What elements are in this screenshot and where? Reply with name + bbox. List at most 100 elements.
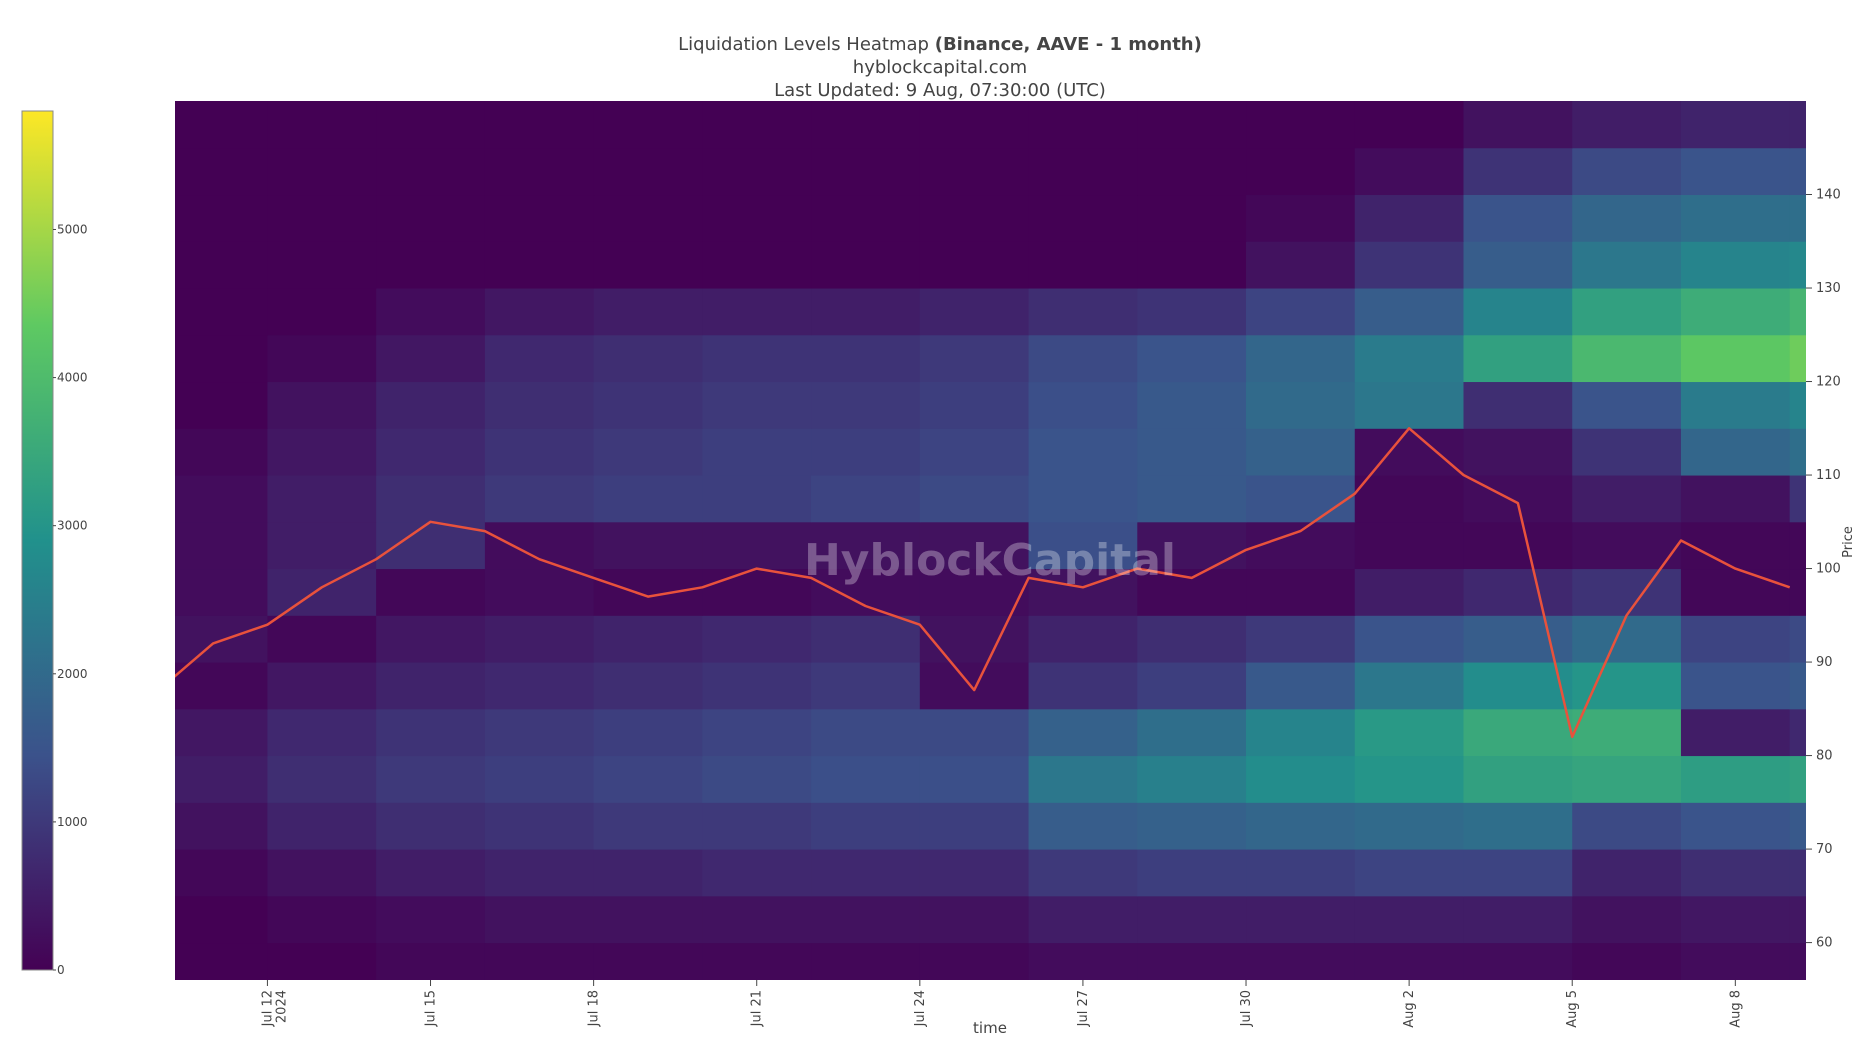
heat-cell	[1028, 849, 1138, 897]
heat-cell	[1137, 101, 1247, 149]
heat-cell	[1680, 288, 1791, 336]
heat-cell	[1246, 802, 1356, 850]
heat-cell	[811, 568, 921, 616]
heat-cell	[919, 101, 1030, 149]
heat-cell	[1572, 755, 1682, 803]
heat-cell	[1572, 802, 1682, 850]
heat-cell	[1680, 755, 1791, 803]
y-tick-label: 120	[1816, 375, 1841, 390]
heat-cell	[175, 755, 268, 803]
heat-cell	[484, 708, 595, 757]
heat-cell	[1789, 942, 1806, 980]
chart-title: Liquidation Levels Heatmap (Binance, AAV…	[678, 34, 1202, 55]
heat-cell	[811, 288, 921, 336]
heat-cell	[484, 942, 595, 980]
heat-cell	[811, 942, 921, 980]
updated-text: Last Updated: 9 Aug, 07:30:00 (UTC)	[774, 80, 1106, 101]
heat-cell	[1137, 895, 1247, 944]
x-tick-label: Jul 12	[260, 990, 275, 1027]
heat-cell	[1572, 521, 1682, 570]
heat-cell	[1572, 475, 1682, 523]
heat-cell	[1463, 802, 1573, 850]
heat-cell	[1354, 194, 1464, 242]
heat-cell	[702, 755, 812, 803]
y-tick-label: 60	[1816, 936, 1833, 951]
heat-cell	[1463, 381, 1573, 429]
x-tick-label: Jul 27	[1076, 990, 1091, 1027]
heat-cell	[593, 241, 703, 289]
heat-cell	[1572, 615, 1682, 663]
heat-cell	[1028, 381, 1138, 429]
heat-cell	[593, 194, 703, 242]
heat-cell	[1354, 802, 1464, 850]
heat-cell	[593, 428, 703, 476]
heat-cell	[1572, 381, 1682, 429]
heat-cell	[919, 194, 1030, 242]
heat-cell	[1680, 662, 1791, 710]
heat-cell	[175, 288, 268, 336]
heat-cell	[267, 662, 377, 710]
heat-cell	[702, 849, 812, 897]
heat-cell	[1680, 241, 1791, 289]
colorbar-tick-label: 2000	[57, 667, 88, 681]
heat-cell	[1680, 101, 1791, 149]
heat-cell	[175, 194, 268, 242]
colorbar-tick-label: 0	[57, 963, 65, 977]
price-layer	[175, 427, 1791, 739]
watermark: HyblockCapital	[804, 535, 1176, 586]
heat-cell	[1137, 194, 1247, 242]
heat-cell	[1680, 802, 1791, 850]
heat-cell	[484, 288, 595, 336]
heat-cell	[593, 755, 703, 803]
heat-cell	[593, 662, 703, 710]
heat-cell	[1572, 708, 1682, 757]
heat-cell	[1354, 334, 1464, 383]
heat-cell	[919, 895, 1030, 944]
heat-cell	[1789, 849, 1806, 897]
heat-cell	[484, 615, 595, 663]
heat-cell	[702, 521, 812, 570]
heat-cell	[593, 381, 703, 429]
heat-cell	[1680, 381, 1791, 429]
heat-cell	[702, 708, 812, 757]
heat-cell	[175, 895, 268, 944]
heat-cell	[1354, 147, 1464, 196]
heat-cell	[376, 895, 486, 944]
heat-cell	[1246, 334, 1356, 383]
heat-cell	[593, 147, 703, 196]
heat-cell	[702, 101, 812, 149]
heat-cell	[1246, 147, 1356, 196]
heat-cell	[1354, 428, 1464, 476]
y-tick-label: 110	[1816, 468, 1841, 483]
y-tick-label: 90	[1816, 655, 1833, 670]
heat-cell	[376, 288, 486, 336]
heat-cell	[1789, 895, 1806, 944]
heat-cell	[1137, 755, 1247, 803]
heat-cell	[1463, 942, 1573, 980]
heat-cell	[267, 568, 377, 616]
colorbar	[21, 110, 54, 971]
heat-cell	[175, 615, 268, 663]
heat-cell	[1463, 101, 1573, 149]
heat-cell	[1354, 101, 1464, 149]
x-tick-label: Aug 2	[1402, 990, 1417, 1028]
heat-cell	[1789, 521, 1806, 570]
heat-cell	[1246, 708, 1356, 757]
heat-cell	[1789, 662, 1806, 710]
heat-cell	[811, 194, 921, 242]
heat-cell	[702, 334, 812, 383]
heat-cell	[1137, 334, 1247, 383]
heat-cell	[1028, 101, 1138, 149]
heat-cell	[175, 568, 268, 616]
heat-cell	[1680, 194, 1791, 242]
x-tick-label: Jul 24	[913, 990, 928, 1027]
heat-cell	[1137, 708, 1247, 757]
heat-cell	[1028, 615, 1138, 663]
heat-cell	[484, 381, 595, 429]
heat-cell	[1137, 849, 1247, 897]
heat-cell	[811, 708, 921, 757]
y-tick-label: 100	[1816, 562, 1841, 577]
heat-cell	[484, 802, 595, 850]
heat-cell	[593, 521, 703, 570]
